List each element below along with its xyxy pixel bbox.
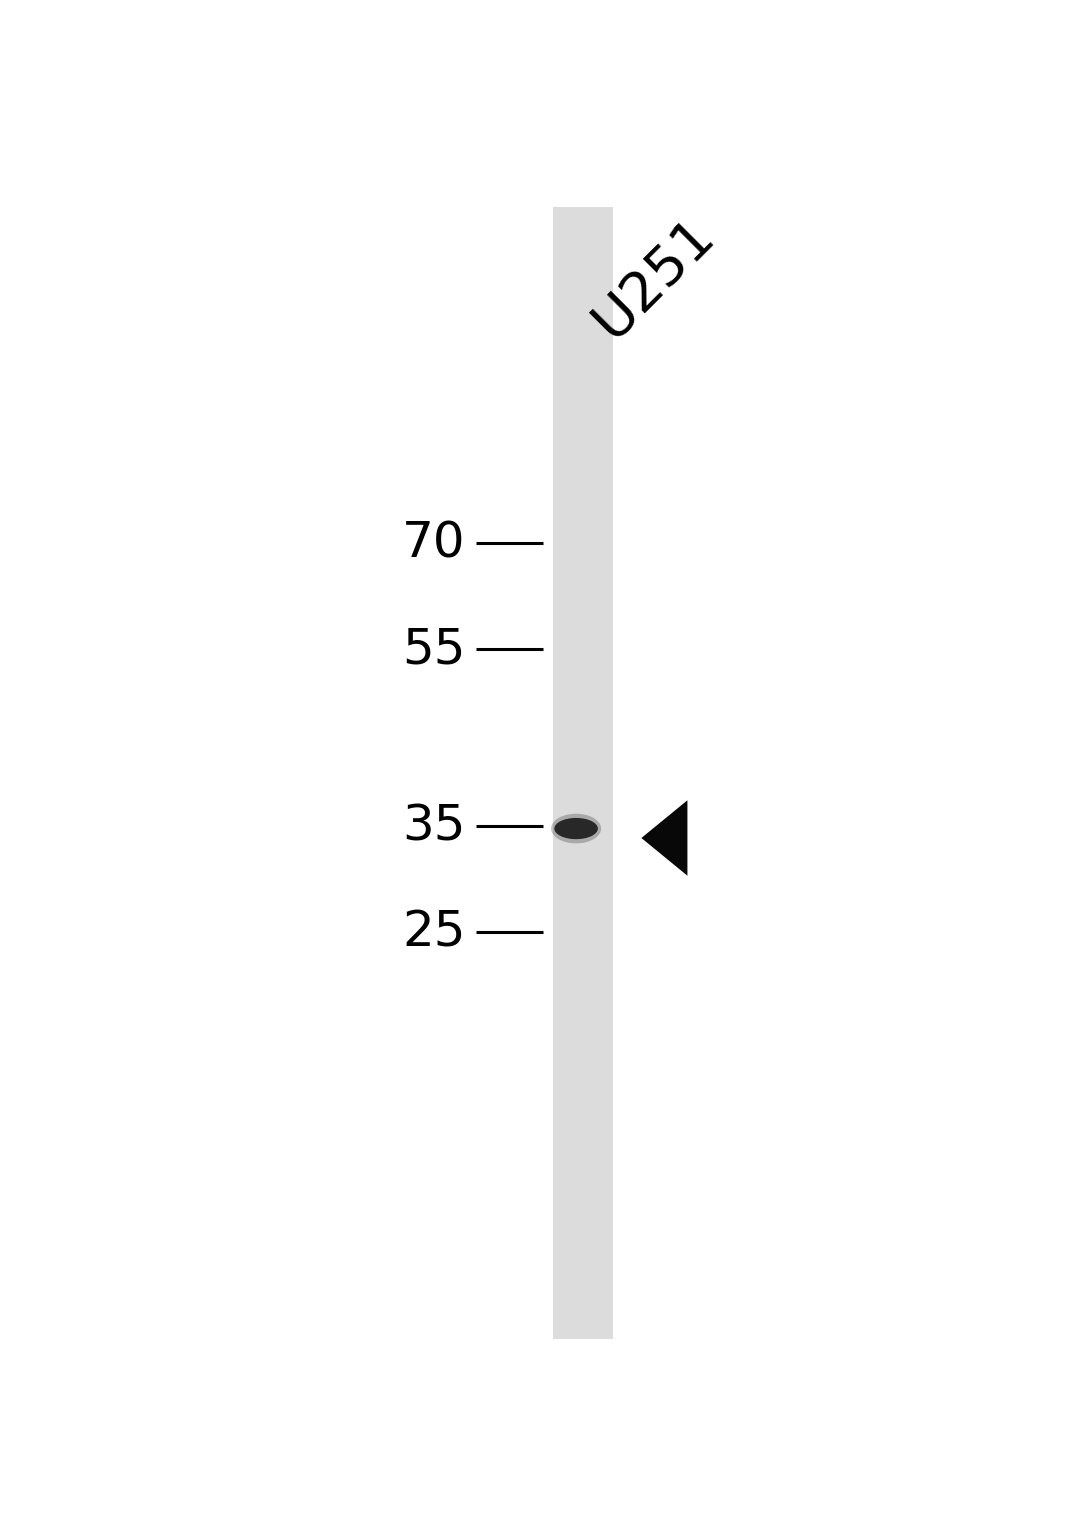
Ellipse shape: [551, 813, 602, 844]
Text: 25: 25: [402, 908, 465, 957]
Bar: [553, 207, 613, 1340]
Ellipse shape: [554, 818, 598, 839]
Text: 35: 35: [402, 802, 465, 850]
Text: U251: U251: [583, 208, 725, 351]
Text: 70: 70: [402, 519, 465, 568]
Polygon shape: [642, 801, 688, 876]
Text: 55: 55: [402, 625, 465, 674]
